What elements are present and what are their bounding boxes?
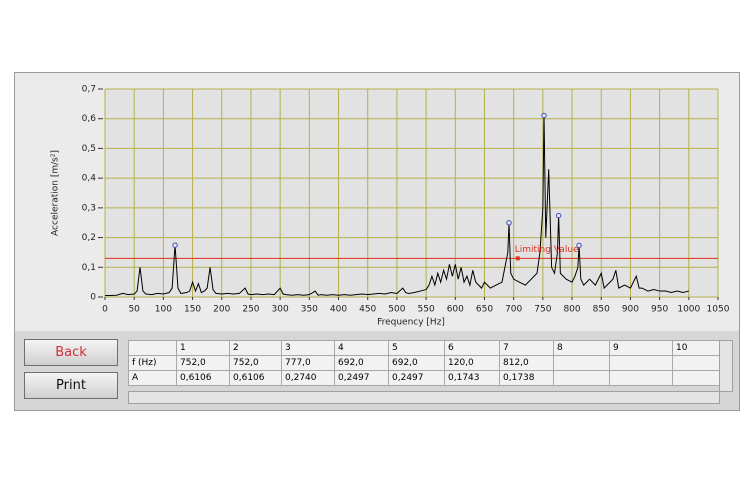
x-tick-label: 900 <box>622 305 639 315</box>
table-cell <box>553 370 610 386</box>
x-tick-label: 450 <box>359 305 376 315</box>
header-cell: 1 <box>176 340 230 356</box>
y-tick-label: 0,2 <box>82 233 96 243</box>
x-tick-label: 1050 <box>707 305 730 315</box>
table-cell: 812,0 <box>499 355 554 371</box>
x-tick-label: 800 <box>563 305 580 315</box>
results-table: 1 2 3 4 5 6 7 8 9 10 f (Hz) 752,0 752,0 777,0 692,0 692… <box>128 340 729 386</box>
table-cell: 0,1738 <box>499 370 554 386</box>
x-tick-label: 500 <box>388 305 405 315</box>
vertical-scrollbar[interactable] <box>719 340 733 392</box>
peak-marker <box>172 242 178 248</box>
table-row: A 0,6106 0,6106 0,2740 0,2497 0,2497 0,1743 0,1… <box>128 370 729 386</box>
peak-marker <box>541 112 547 119</box>
x-axis-label: Frequency [Hz] <box>377 318 445 328</box>
table-cell <box>609 355 673 371</box>
table-cell: 0,2497 <box>388 370 445 386</box>
y-tick-label: 0,5 <box>82 144 96 154</box>
limit-label: Limiting Value <box>515 245 579 255</box>
table-cell <box>553 355 610 371</box>
x-tick-label: 0 <box>102 305 108 315</box>
y-tick-label: 0 <box>90 293 96 303</box>
x-tick-label: 250 <box>242 305 259 315</box>
table-cell: 0,6106 <box>176 370 230 386</box>
header-cell: 8 <box>553 340 610 356</box>
header-cell: 3 <box>281 340 335 356</box>
x-tick-label: 950 <box>651 305 668 315</box>
limit-marker <box>515 256 520 261</box>
x-tick-label: 50 <box>128 305 140 315</box>
header-cell: 2 <box>229 340 282 356</box>
x-tick-label: 1000 <box>677 305 700 315</box>
header-cell: 4 <box>334 340 389 356</box>
y-axis-label: Acceleration [m/s²] <box>51 150 61 236</box>
x-tick-label: 200 <box>213 305 230 315</box>
peak-marker <box>506 220 512 226</box>
x-tick-label: 600 <box>447 305 464 315</box>
table-cell <box>609 370 673 386</box>
y-tick-label: 0,7 <box>82 85 96 95</box>
y-tick-label: 0,1 <box>82 263 96 273</box>
table-row: 1 2 3 4 5 6 7 8 9 10 <box>128 340 729 356</box>
header-cell: 7 <box>499 340 554 356</box>
y-tick-label: 0,6 <box>82 114 97 124</box>
y-tick-label: 0,4 <box>82 174 97 184</box>
x-tick-label: 750 <box>534 305 551 315</box>
row-label: A <box>128 370 177 386</box>
table-cell: 692,0 <box>388 355 445 371</box>
row-label: f (Hz) <box>128 355 177 371</box>
table-cell: 0,2740 <box>281 370 335 386</box>
x-tick-label: 850 <box>593 305 610 315</box>
x-tick-label: 400 <box>330 305 347 315</box>
header-cell: 5 <box>388 340 445 356</box>
table-cell: 0,1743 <box>444 370 500 386</box>
table-cell: 752,0 <box>176 355 230 371</box>
chart: Acceleration [m/s²] Frequency [Hz] 0 0,1 0… <box>15 73 739 331</box>
x-tick-label: 100 <box>155 305 172 315</box>
panel: Acceleration [m/s²] Frequency [Hz] 0 0,1 0… <box>14 72 740 411</box>
x-tick-label: 300 <box>272 305 289 315</box>
peak-marker <box>555 212 562 219</box>
header-cell: 9 <box>609 340 673 356</box>
header-cell: 6 <box>444 340 500 356</box>
back-button[interactable]: Back <box>24 339 118 366</box>
x-tick-label: 150 <box>184 305 201 315</box>
x-tick-label: 700 <box>505 305 522 315</box>
x-tick-label: 350 <box>301 305 318 315</box>
y-tick-label: 0,3 <box>82 203 96 213</box>
table-cell: 752,0 <box>229 355 282 371</box>
corner-cell <box>128 340 177 356</box>
table-cell: 692,0 <box>334 355 389 371</box>
plot-area <box>105 89 718 297</box>
x-tick-label: 550 <box>418 305 435 315</box>
table-row: f (Hz) 752,0 752,0 777,0 692,0 692,0 120,0 812,… <box>128 355 729 371</box>
print-button[interactable]: Print <box>24 372 118 399</box>
x-tick-label: 650 <box>476 305 493 315</box>
spectrum-line <box>105 115 689 297</box>
table-cell: 120,0 <box>444 355 500 371</box>
peak-marker <box>576 242 582 249</box>
horizontal-scrollbar[interactable] <box>128 391 720 404</box>
table-cell: 0,6106 <box>229 370 282 386</box>
table-cell: 777,0 <box>281 355 335 371</box>
table-cell: 0,2497 <box>334 370 389 386</box>
